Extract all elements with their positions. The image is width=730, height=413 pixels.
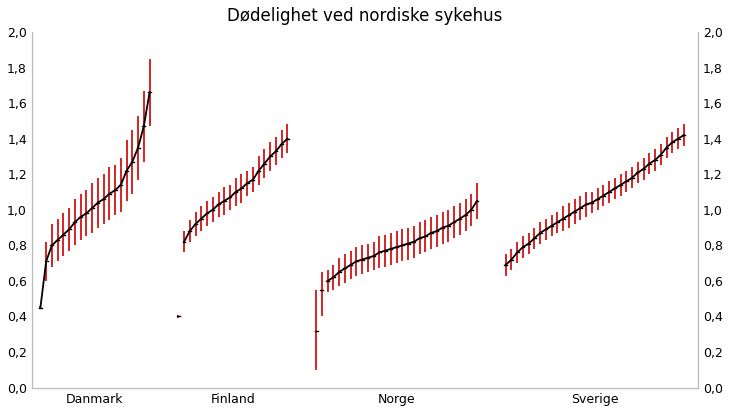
- Title: Dødelighet ved nordiske sykehus: Dødelighet ved nordiske sykehus: [227, 7, 503, 25]
